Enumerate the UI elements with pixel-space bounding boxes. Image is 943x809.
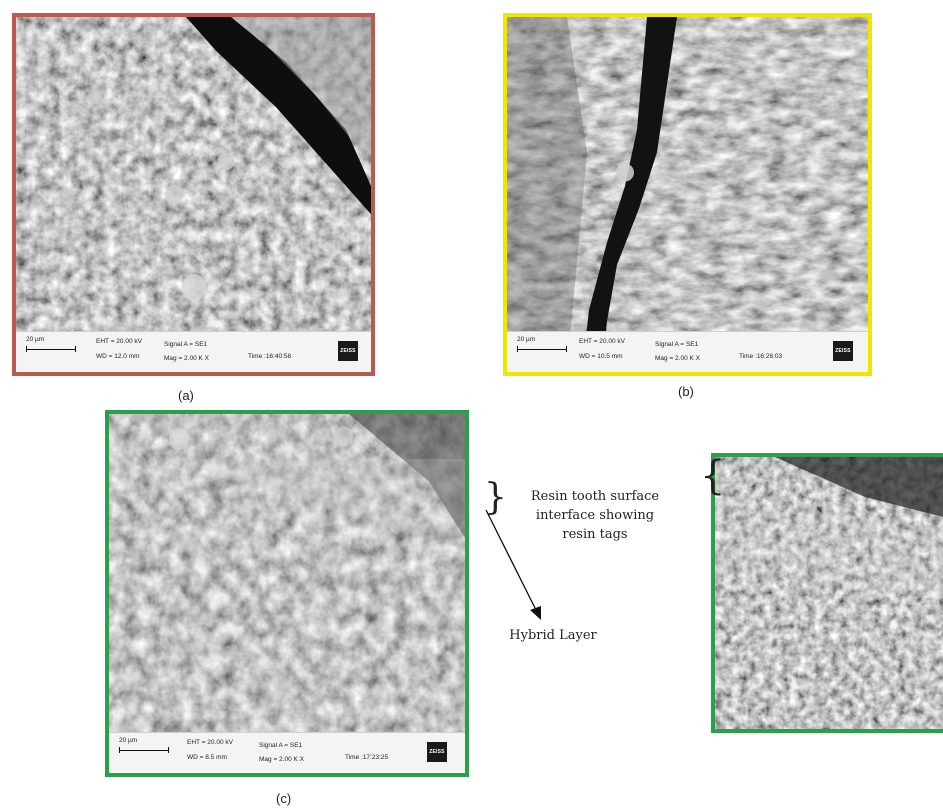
sem-panel-a: 20 µm EHT = 20.00 kV WD = 12.0 mm Signal… — [12, 13, 375, 376]
sem-zoom-image — [715, 457, 943, 729]
sem-info-bar-a: 20 µm EHT = 20.00 kV WD = 12.0 mm Signal… — [16, 331, 371, 372]
wd-value: WD = 12.0 mm — [96, 353, 140, 360]
annotation-line: Resin tooth surface — [530, 489, 660, 504]
signal-value: Signal A = SE1 — [655, 341, 699, 348]
scale-label: 20 µm — [517, 336, 536, 343]
eht-value: EHT = 20.00 kV — [579, 338, 625, 345]
sem-info-bar-c: 20 µm EHT = 20.00 kV WD = 8.5 mm Signal … — [109, 732, 465, 773]
arrow-head — [530, 606, 541, 620]
wd-value: WD = 10.5 mm — [579, 353, 623, 360]
sem-image-c — [109, 414, 465, 773]
caption-c: (c) — [276, 791, 292, 806]
sem-image-a — [16, 17, 371, 372]
time-value: Time :16:40:58 — [248, 353, 292, 360]
sem-panel-b: 20 µm EHT = 20.00 kV WD = 10.5 mm Signal… — [503, 13, 872, 376]
signal-value: Signal A = SE1 — [259, 742, 303, 749]
time-value: Time :16:26:03 — [739, 353, 783, 360]
annotation-line: resin tags — [562, 527, 628, 542]
scale-bar — [119, 747, 169, 753]
mag-value: Mag = 2.00 K X — [655, 355, 700, 362]
sem-info-bar-b: 20 µm EHT = 20.00 kV WD = 10.5 mm Signal… — [507, 331, 868, 372]
arrow-icon — [485, 509, 541, 620]
scale-bar — [517, 346, 567, 352]
zeiss-logo-icon: ZEISS — [427, 742, 447, 762]
resin-interface-annotation: Resin tooth surface interface showing re… — [508, 487, 682, 544]
zeiss-logo-icon: ZEISS — [338, 341, 358, 361]
hybrid-layer-label: Hybrid Layer — [509, 628, 597, 643]
mag-value: Mag = 2.00 K X — [164, 355, 209, 362]
eht-value: EHT = 20.00 kV — [96, 338, 142, 345]
wd-value: WD = 8.5 mm — [187, 754, 227, 761]
caption-a: (a) — [178, 388, 194, 403]
scale-bar — [26, 346, 76, 352]
scale-label: 20 µm — [119, 737, 138, 744]
mag-value: Mag = 2.00 K X — [259, 756, 304, 763]
annotation-line: interface showing — [535, 508, 655, 523]
time-value: Time :17:23:25 — [345, 754, 389, 761]
sem-panel-c: 20 µm EHT = 20.00 kV WD = 8.5 mm Signal … — [105, 410, 469, 777]
scale-label: 20 µm — [26, 336, 45, 343]
sem-image-b — [507, 17, 868, 372]
sem-zoom-panel — [711, 453, 943, 733]
caption-b: (b) — [678, 384, 694, 399]
eht-value: EHT = 20.00 kV — [187, 739, 233, 746]
zeiss-logo-icon: ZEISS — [833, 341, 853, 361]
interface-brace-icon: } — [484, 477, 507, 518]
zoom-brace-icon: { — [700, 453, 726, 499]
arrow-shaft — [485, 509, 537, 611]
signal-value: Signal A = SE1 — [164, 341, 208, 348]
